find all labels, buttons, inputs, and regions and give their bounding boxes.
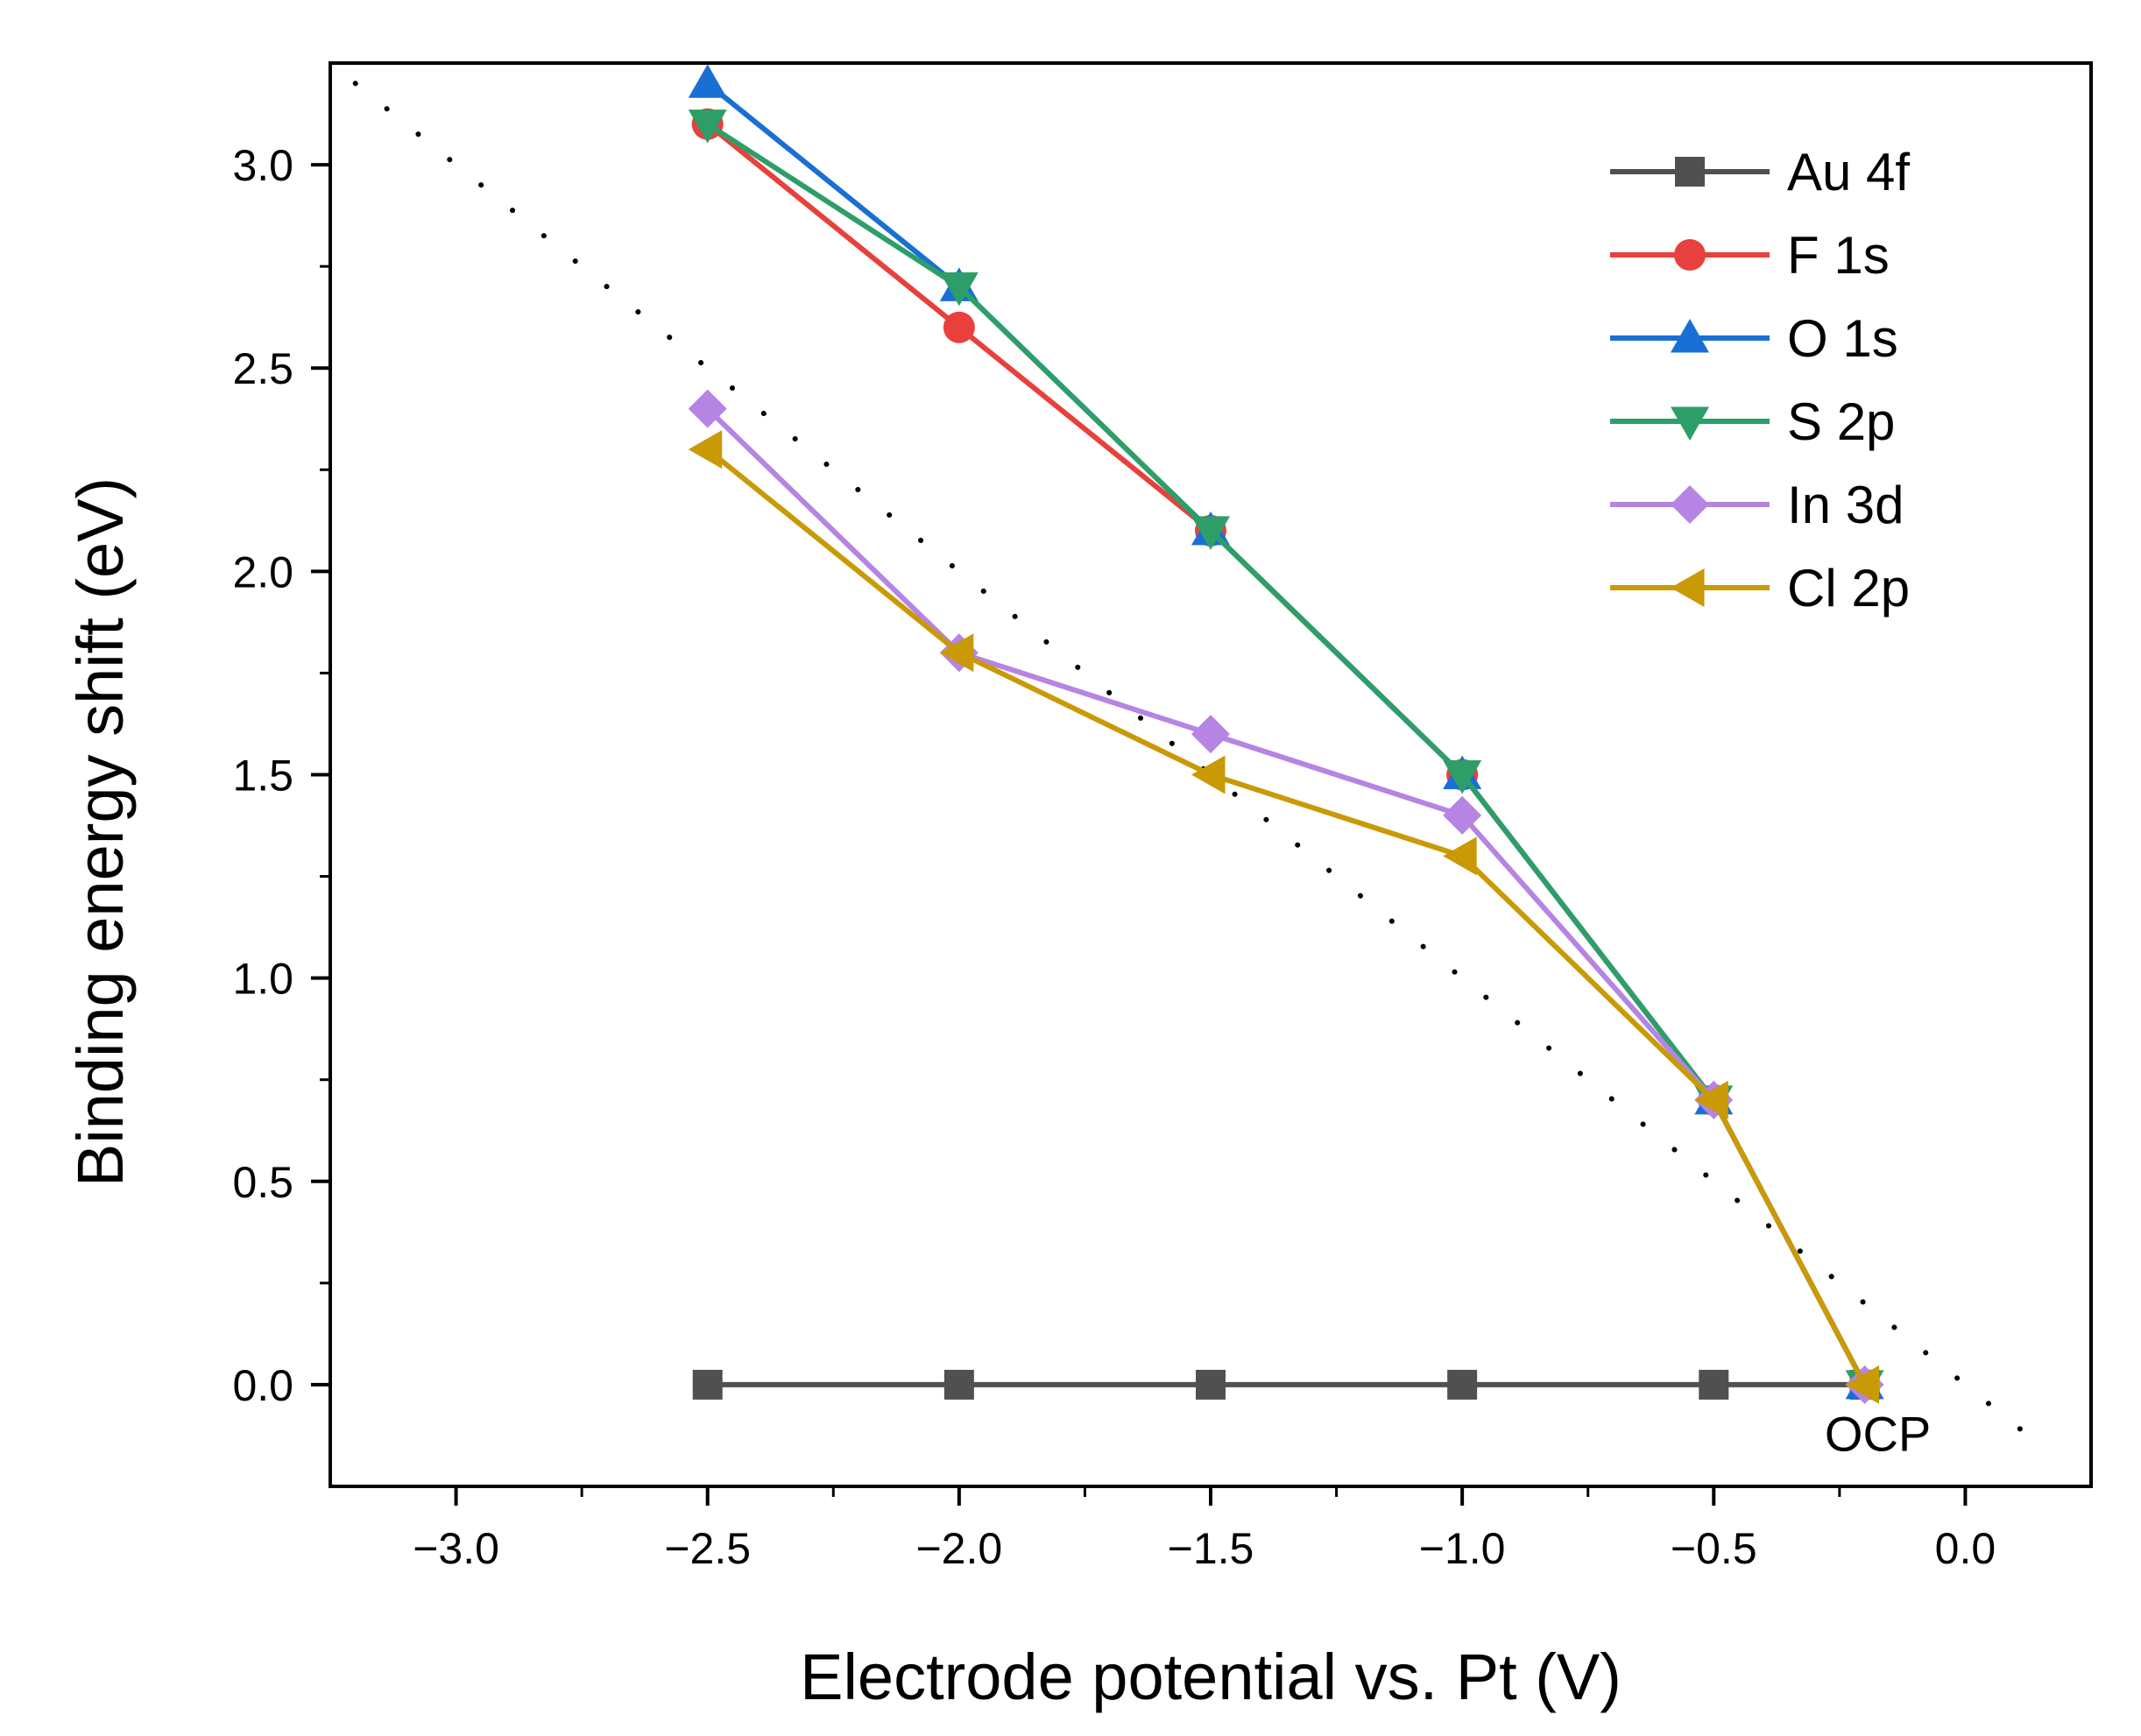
data-point-in-3d: [1191, 715, 1230, 754]
series-line-o-1s: [705, 81, 1868, 1387]
series-line-cl-2p: [705, 447, 1868, 1387]
x-tick-label: −2.5: [664, 1524, 751, 1573]
legend-marker: [1674, 239, 1706, 271]
y-tick-label: 1.5: [232, 752, 293, 801]
legend-item-f-1s: F 1s: [1610, 226, 1890, 285]
label-layer: −3.0 −2.5 −2.0 −1.5 −1.0 −0.5 0.0 0.0 0.5 1.0 1.5 2…: [232, 141, 1996, 1573]
y-tick-label: 1.0: [232, 955, 293, 1004]
x-tick-label: −0.5: [1671, 1524, 1757, 1573]
data-point-cl-2p: [1845, 1365, 1880, 1404]
series-au-4f: [692, 1369, 1880, 1400]
y-tick-label: 3.0: [232, 141, 293, 190]
legend-label: Cl 2p: [1787, 559, 1910, 617]
legend-marker: [1675, 157, 1705, 187]
annotation-ocp: OCP: [1825, 1407, 1931, 1462]
series-o-1s: [688, 64, 1884, 1400]
data-point-s-2p: [939, 272, 979, 307]
legend-marker: [1671, 319, 1709, 353]
data-point-au-4f: [943, 1369, 974, 1400]
reference-dotted-line: [352, 81, 2044, 1449]
legend-item-au-4f: Au 4f: [1610, 143, 1910, 201]
legend-item-in-3d: In 3d: [1610, 476, 1904, 534]
tick-layer: [311, 163, 1968, 1506]
x-tick-label: −1.0: [1419, 1524, 1506, 1573]
series-layer: [688, 64, 1884, 1404]
series-in-3d: [688, 389, 1884, 1404]
data-point-au-4f: [692, 1369, 723, 1400]
data-point-in-3d: [688, 389, 727, 428]
legend-item-o-1s: O 1s: [1610, 309, 1898, 368]
reference-line-layer: [352, 81, 2044, 1449]
x-tick-label: −1.5: [1168, 1524, 1254, 1573]
legend-marker: [1671, 406, 1709, 441]
x-axis-title: Electrode potential vs. Pt (V): [800, 1641, 1622, 1713]
legend-marker: [1671, 485, 1709, 524]
data-point-f-1s: [943, 311, 975, 343]
data-point-cl-2p: [1443, 836, 1477, 876]
series-line-f-1s: [705, 122, 1868, 1387]
data-point-o-1s: [688, 64, 727, 98]
data-point-s-2p: [688, 109, 727, 144]
x-tick-label: −2.0: [915, 1524, 1002, 1573]
y-tick-label: 0.0: [232, 1361, 293, 1410]
data-point-au-4f: [1699, 1369, 1729, 1400]
data-point-cl-2p: [939, 633, 974, 673]
y-tick-label: 2.5: [232, 344, 293, 393]
legend-label: O 1s: [1787, 309, 1898, 368]
data-point-au-4f: [1196, 1369, 1226, 1400]
series-f-1s: [691, 108, 1881, 1401]
legend: Au 4f F 1s O 1s S 2p In 3d Cl 2p: [1610, 143, 1910, 617]
legend-label: F 1s: [1787, 226, 1890, 285]
y-tick-label: 0.5: [232, 1158, 293, 1207]
series-line-s-2p: [706, 122, 1868, 1387]
series-cl-2p: [688, 430, 1880, 1404]
y-tick-label: 2.0: [232, 547, 293, 596]
data-point-cl-2p: [1694, 1080, 1728, 1119]
legend-label: In 3d: [1787, 476, 1904, 534]
x-tick-label: −3.0: [413, 1524, 499, 1573]
legend-label: S 2p: [1787, 392, 1895, 451]
series-line-in-3d: [705, 406, 1868, 1387]
legend-label: Au 4f: [1787, 143, 1910, 201]
x-tick-label: 0.0: [1935, 1524, 1996, 1573]
legend-marker: [1671, 568, 1705, 607]
data-point-in-3d: [1443, 795, 1482, 835]
data-point-cl-2p: [688, 430, 723, 469]
data-point-cl-2p: [1191, 755, 1226, 794]
y-axis-title: Binding energy shift (eV): [64, 477, 137, 1187]
data-point-s-2p: [1443, 760, 1482, 794]
legend-item-s-2p: S 2p: [1610, 392, 1895, 451]
data-point-s-2p: [1191, 516, 1230, 550]
legend-item-cl-2p: Cl 2p: [1610, 559, 1910, 617]
data-point-au-4f: [1447, 1369, 1478, 1400]
